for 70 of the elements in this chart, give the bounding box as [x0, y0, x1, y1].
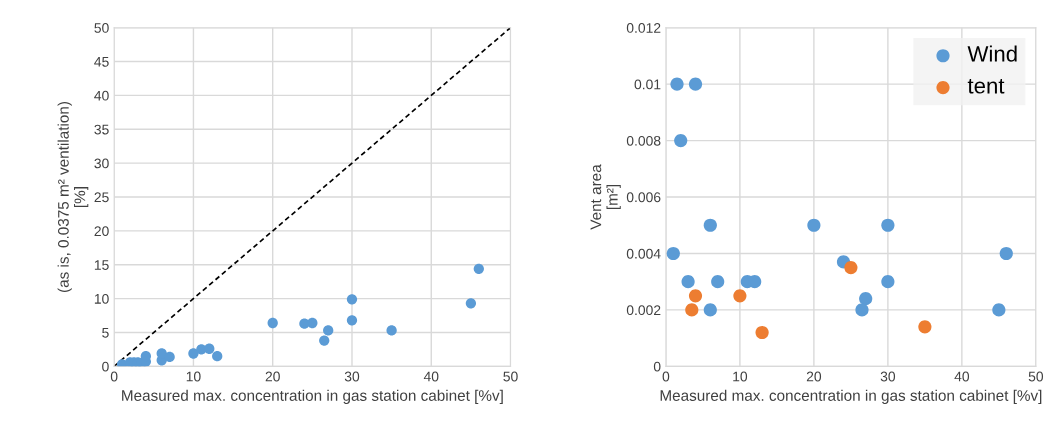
point [992, 303, 1006, 317]
point [999, 246, 1013, 261]
x-axis-title: Measured max. concentration in gas station cabinet [%v] [122, 389, 503, 404]
point [212, 351, 223, 362]
y-tick-label: 0 [102, 361, 109, 372]
x-tick-label: 40 [954, 371, 970, 382]
point [859, 292, 873, 306]
y-tick-label: 10 [94, 293, 109, 304]
y-tick-label: 50 [94, 23, 109, 33]
point [323, 325, 334, 336]
y-axis-title: Vent area [m²] [590, 164, 621, 230]
y-tick-label: 0.008 [626, 135, 661, 146]
y-tick-label: 5 [102, 327, 109, 338]
point [666, 246, 680, 261]
point [881, 218, 895, 232]
point [711, 275, 725, 289]
point [688, 77, 703, 91]
point [204, 343, 215, 354]
y-tick-label: 0.01 [634, 79, 661, 90]
y-tick-label: 0.004 [626, 248, 661, 259]
x-tick-label: 50 [503, 371, 518, 382]
point [670, 77, 684, 91]
x-tick-label: 10 [733, 371, 748, 382]
x-tick-label: 10 [186, 371, 201, 382]
point [681, 275, 695, 289]
x-tick-label: 30 [880, 371, 896, 382]
point [807, 218, 821, 232]
point [881, 275, 895, 289]
point [918, 320, 932, 334]
point [855, 303, 869, 317]
y-axis-title: (as is, 0.0375 m² ventilation) [%] [57, 102, 89, 293]
point [473, 263, 484, 274]
point [688, 289, 703, 303]
legend-label: Wind [967, 45, 1017, 62]
x-tick-label: 20 [265, 371, 280, 382]
legend-label: tent [967, 79, 1005, 94]
y-tick-label: 35 [94, 124, 109, 135]
point [267, 317, 278, 329]
point [319, 335, 330, 346]
point [346, 315, 358, 326]
x-axis-title: Measured max. concentration in gas station cabinet [%v] [660, 389, 1042, 404]
point [755, 325, 769, 340]
x-tick-label: 20 [806, 371, 822, 382]
point [307, 317, 318, 329]
y-tick-label: 0.012 [626, 23, 661, 33]
point [685, 303, 699, 317]
point [674, 133, 688, 148]
point [465, 298, 477, 309]
y-tick-label: 0.006 [626, 192, 661, 203]
y-tick-label: 20 [94, 226, 109, 237]
point [188, 348, 199, 359]
x-tick-label: 30 [344, 371, 360, 382]
x-tick-label: 0 [110, 371, 118, 382]
y-tick-label: 45 [94, 57, 109, 67]
x-tick-label: 0 [662, 371, 670, 382]
point [703, 303, 717, 317]
y-tick-label: 25 [94, 192, 109, 203]
point [386, 325, 397, 336]
y-tick-label: 15 [94, 260, 109, 270]
y-tick-label: 0.002 [626, 305, 661, 316]
y-tick-label: 40 [94, 90, 109, 101]
point [733, 289, 747, 303]
y-tick-label: 0 [653, 361, 661, 372]
point [164, 351, 175, 363]
x-tick-label: 40 [423, 371, 439, 382]
x-tick-label: 50 [1028, 371, 1044, 382]
point [346, 294, 358, 305]
point [703, 218, 717, 232]
y-tick-label: 30 [94, 158, 109, 169]
point [844, 260, 858, 275]
